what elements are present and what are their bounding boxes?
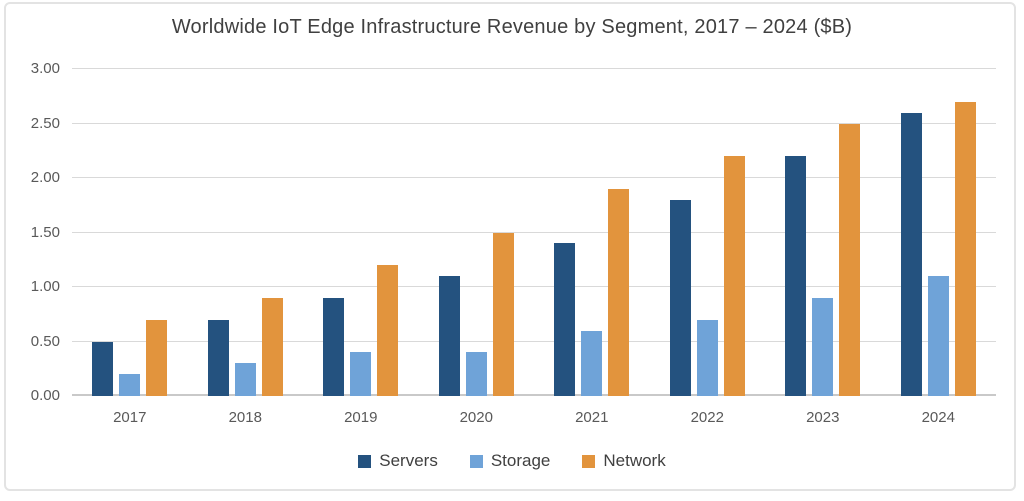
bar-group-2017 [72, 69, 188, 396]
bar-servers-2023 [785, 156, 807, 396]
gridline [72, 177, 996, 178]
chart-title: Worldwide IoT Edge Infrastructure Revenu… [171, 16, 853, 38]
bar-network-2022 [723, 156, 745, 396]
x-axis-line [72, 394, 996, 396]
y-tick-label: 0.50 [30, 332, 60, 350]
gridline [72, 286, 996, 287]
bar-group-2021 [534, 69, 650, 396]
legend-swatch-storage [469, 454, 483, 468]
legend-swatch-servers [358, 454, 372, 468]
bar-storage-2017 [119, 374, 141, 396]
legend-item-servers: Servers [358, 451, 438, 471]
gridline [72, 340, 996, 342]
bar-group-2019 [303, 69, 419, 396]
bar-group-2020 [419, 69, 535, 396]
legend-swatch-network [582, 454, 596, 468]
x-tick-label-2023: 2023 [806, 409, 840, 426]
bar-network-2018 [261, 297, 283, 396]
bar-storage-2021 [581, 330, 603, 396]
legend-label-network: Network [603, 451, 666, 470]
x-tick-label-2020: 2020 [459, 409, 493, 426]
gridline [72, 231, 996, 233]
bar-group-2024 [881, 69, 997, 396]
bar-groups [72, 69, 996, 396]
x-axis-labels: 2017 2018 2019 2020 2021 2022 2023 2024 [72, 409, 996, 426]
bar-group-2023 [765, 69, 881, 396]
y-tick-label: 2.00 [30, 169, 60, 187]
bar-servers-2019 [323, 297, 345, 396]
y-tick-label: 3.00 [30, 60, 60, 77]
x-tick-label-2022: 2022 [690, 409, 724, 426]
bar-network-2023 [839, 123, 861, 396]
bar-storage-2018 [234, 363, 256, 396]
y-axis-labels: 0.00 0.50 1.00 1.50 2.00 2.50 3.00 [0, 61, 60, 404]
bar-servers-2020 [438, 276, 460, 396]
y-tick-label: 1.50 [30, 223, 60, 241]
bar-group-2022 [650, 69, 766, 396]
bar-servers-2021 [554, 243, 576, 396]
x-tick-label-2021: 2021 [575, 409, 609, 426]
bar-network-2020 [492, 232, 514, 396]
gridline [72, 122, 996, 124]
bar-storage-2023 [812, 297, 834, 396]
plot-area [72, 68, 996, 396]
bar-storage-2022 [696, 319, 718, 396]
bar-servers-2022 [669, 199, 691, 396]
gridline [72, 68, 996, 69]
legend: Servers Storage Network [0, 451, 1024, 471]
bar-storage-2024 [927, 276, 949, 396]
y-tick-label: 2.50 [30, 114, 60, 132]
legend-label-servers: Servers [379, 451, 438, 470]
bar-network-2024 [954, 101, 976, 396]
legend-item-network: Network [582, 451, 666, 471]
bar-servers-2017 [92, 341, 114, 396]
legend-item-storage: Storage [469, 451, 551, 471]
legend-label-storage: Storage [490, 451, 551, 470]
bar-storage-2020 [465, 352, 487, 396]
bar-network-2017 [146, 319, 168, 396]
bar-servers-2018 [207, 319, 229, 396]
x-tick-label-2018: 2018 [228, 409, 262, 426]
bar-servers-2024 [900, 112, 922, 396]
x-tick-label-2024: 2024 [921, 409, 955, 426]
bar-network-2019 [377, 265, 399, 396]
bar-storage-2019 [350, 352, 372, 396]
bar-group-2018 [188, 69, 304, 396]
bar-network-2021 [608, 188, 630, 396]
y-tick-label: 1.00 [30, 278, 60, 296]
y-tick-label: 0.00 [30, 387, 60, 404]
x-tick-label-2019: 2019 [344, 409, 378, 426]
x-tick-label-2017: 2017 [113, 409, 147, 426]
